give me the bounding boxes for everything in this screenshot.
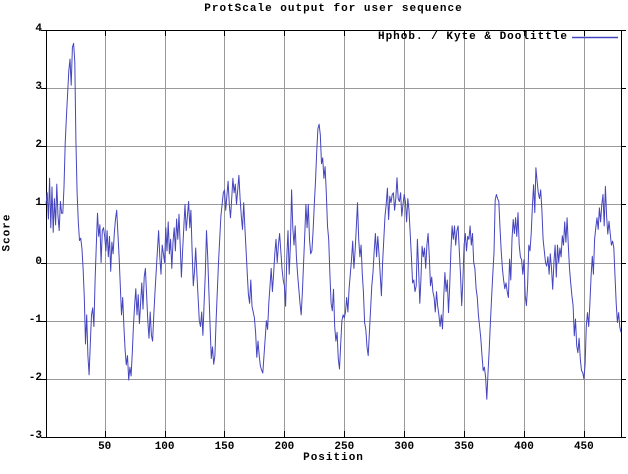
y-axis-tick-label: 3 [35,81,42,94]
x-axis-tick-label: 450 [573,441,594,453]
plot-border [46,30,622,438]
y-axis-title: Score [1,213,14,252]
x-axis-tick-label: 200 [274,441,295,453]
x-axis-tick-label: 350 [454,441,474,453]
x-axis-title: Position [303,452,364,464]
chart-title: ProtScale output for user sequence [204,3,463,15]
y-axis-tick-label: -1 [28,313,42,326]
y-axis-tick-label: 0 [35,255,42,268]
x-axis-tick-label: 300 [394,441,415,453]
y-axis-tick-label: 2 [35,139,42,152]
x-axis-tick-label: 400 [514,441,534,453]
y-axis-tick-label: -3 [28,430,42,442]
x-axis-tick-label: 50 [98,441,112,453]
x-axis-tick-label: 150 [214,441,235,453]
x-axis-tick-label: 100 [154,441,175,453]
y-axis-tick-label: 1 [35,197,42,210]
y-axis-tick-label: -2 [28,371,42,384]
hydrophobicity-line [45,42,622,400]
x-axis-tick-label: 250 [334,441,355,453]
y-axis-tick-label: 4 [35,23,42,35]
legend-label: Hphob. / Kyte & Doolittle [377,31,568,43]
